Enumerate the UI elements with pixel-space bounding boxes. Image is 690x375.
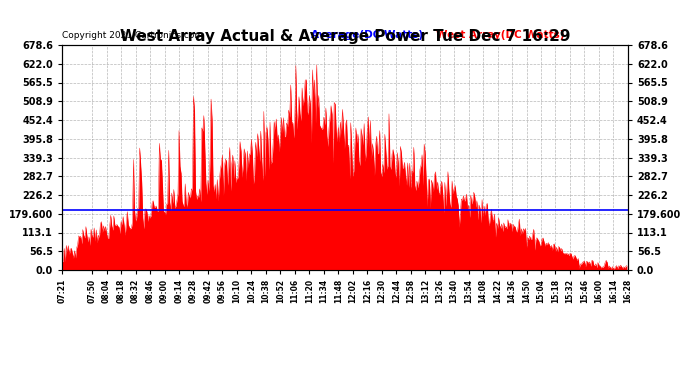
Text: West Array(DC Watts): West Array(DC Watts)	[435, 30, 564, 40]
Title: West Array Actual & Average Power Tue Dec 7 16:29: West Array Actual & Average Power Tue De…	[120, 29, 570, 44]
Text: Average(DC Watts): Average(DC Watts)	[311, 30, 423, 40]
Text: Copyright 2021 Cartronics.com: Copyright 2021 Cartronics.com	[62, 32, 204, 40]
